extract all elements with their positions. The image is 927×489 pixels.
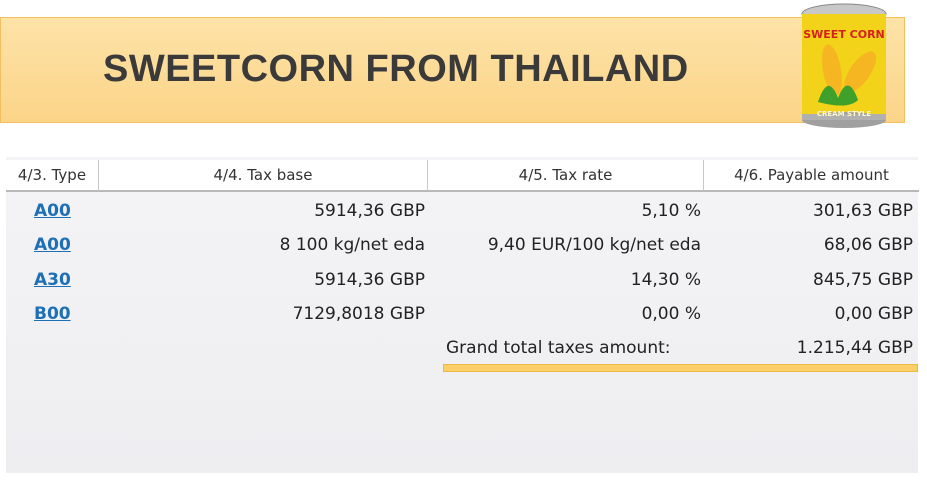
header-type[interactable]: 4/3. Type [6, 160, 98, 192]
tax-base-cell: 5914,36 GBP [314, 269, 425, 290]
payable-amount-cell: 301,63 GBP [813, 201, 913, 221]
svg-text:CREAM STYLE: CREAM STYLE [817, 110, 871, 118]
page-title: SWEETCORN FROM THAILAND [103, 48, 689, 90]
tax-rate-cell: 5,10 % [641, 201, 701, 221]
taxes-table: 4/3. Type 4/4. Tax base 4/5. Tax rate 4/… [6, 157, 919, 473]
tax-base-cell: 7129,8018 GBP [292, 303, 425, 324]
total-underline-bar [443, 364, 918, 372]
payable-amount-cell: 0,00 GBP [834, 303, 913, 324]
sweetcorn-can-logo: SWEET CORN CREAM STYLE [801, 3, 887, 128]
payable-amount-cell: 68,06 GBP [823, 235, 913, 256]
grand-total-value: 1.215,44 GBP [796, 338, 913, 358]
tax-rate-cell: 0,00 % [641, 303, 701, 324]
type-link[interactable]: A00 [34, 235, 71, 256]
header-payable-amount[interactable]: 4/6. Payable amount [703, 160, 919, 192]
title-banner [0, 17, 905, 123]
header-tax-rate[interactable]: 4/5. Tax rate [427, 160, 703, 192]
type-link[interactable]: A30 [34, 269, 71, 290]
tax-base-cell: 5914,36 GBP [314, 201, 425, 221]
tax-rate-cell: 9,40 EUR/100 kg/net eda [487, 235, 701, 256]
payable-amount-cell: 845,75 GBP [813, 269, 913, 290]
tax-rate-cell: 14,30 % [630, 269, 701, 290]
svg-text:SWEET CORN: SWEET CORN [803, 28, 885, 41]
header-tax-base[interactable]: 4/4. Tax base [98, 160, 427, 192]
type-link[interactable]: B00 [34, 303, 71, 324]
grand-total-label: Grand total taxes amount: [446, 338, 671, 358]
tax-base-cell: 8 100 kg/net eda [279, 235, 425, 256]
type-link[interactable]: A00 [34, 201, 71, 221]
